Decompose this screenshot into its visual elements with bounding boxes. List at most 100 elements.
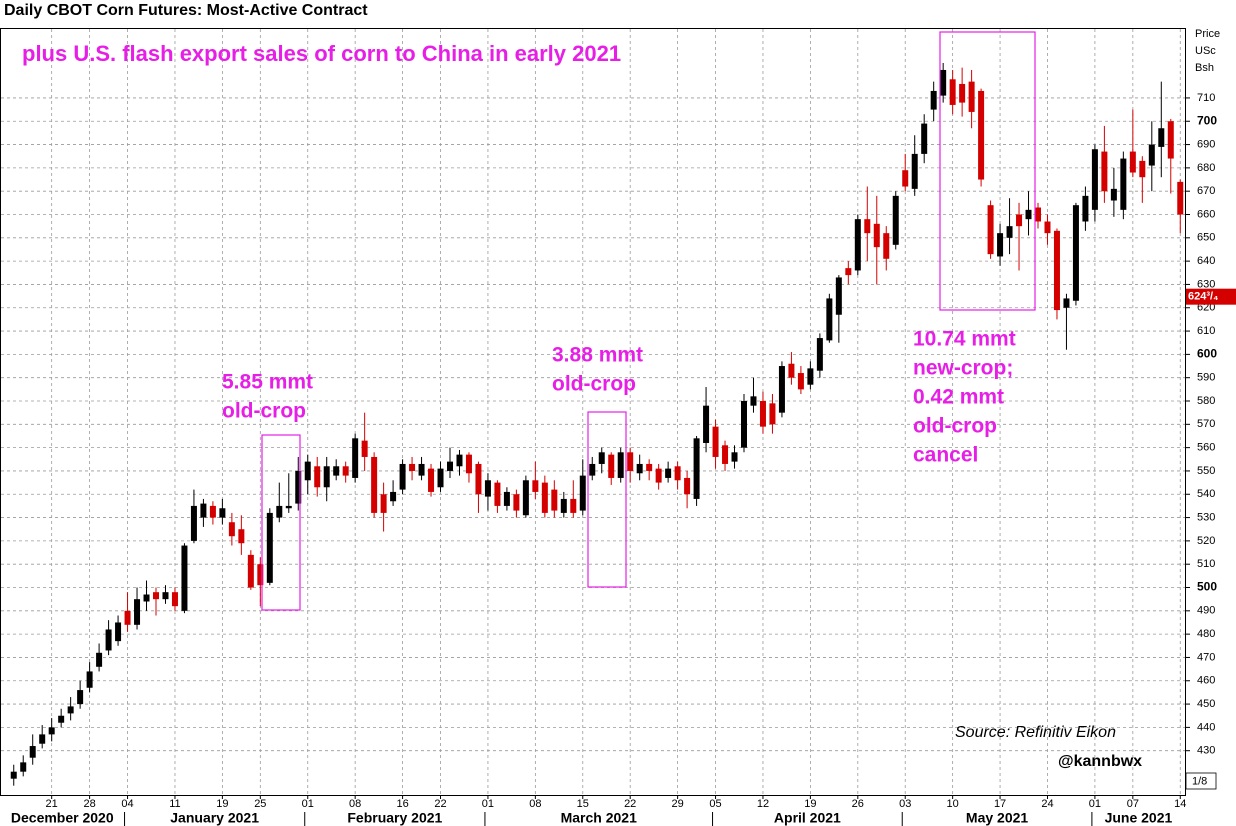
x-tick-label: 12 [757, 798, 769, 810]
candle-body [115, 622, 122, 642]
candle-body [997, 233, 1004, 257]
candle-body [968, 81, 975, 112]
annotation: 5.85 mmt [222, 371, 313, 394]
x-tick-label: 25 [254, 798, 266, 810]
x-tick-label: 11 [169, 798, 180, 810]
y-tick-label: 660 [1197, 208, 1215, 220]
y-axis-label: Bsh [1195, 62, 1214, 74]
candle-body [1035, 207, 1041, 222]
y-tick-label: 670 [1197, 185, 1215, 197]
annotation: 0.42 mmt [913, 386, 1004, 409]
candle-body [1072, 205, 1079, 301]
y-tick-label: 700 [1197, 113, 1217, 127]
candle-body [1177, 181, 1184, 215]
month-label: December 2020 [11, 810, 114, 826]
candle-body [1120, 158, 1127, 210]
candle-body [484, 480, 491, 497]
candle-body [854, 219, 861, 271]
candle-body [209, 505, 216, 518]
candle-body [171, 592, 178, 607]
candle-body [722, 445, 729, 464]
candle-body [342, 466, 349, 476]
candle-body [665, 468, 672, 478]
x-tick-label: 21 [46, 798, 58, 810]
x-tick-label: 03 [899, 798, 911, 810]
x-tick-label: 04 [121, 798, 133, 810]
candle-body [902, 170, 909, 187]
candle-body [522, 480, 529, 516]
y-tick-label: 710 [1197, 92, 1215, 104]
candle-body [285, 505, 292, 509]
y-tick-label: 480 [1197, 628, 1215, 640]
candle-body [48, 727, 55, 735]
candle-body [1016, 214, 1023, 227]
candle-body [731, 452, 738, 462]
candle-body [513, 494, 520, 511]
y-tick-label: 500 [1197, 580, 1217, 594]
candle-body [911, 153, 918, 189]
candle-body [627, 452, 634, 471]
candle-body [959, 83, 966, 103]
y-tick-label: 640 [1197, 255, 1215, 267]
x-tick-label: 22 [624, 798, 636, 810]
annotation: cancel [913, 444, 978, 467]
month-label: May 2021 [966, 810, 1028, 826]
candle-body [769, 403, 776, 425]
candle-body [978, 90, 985, 180]
candle-body [447, 461, 453, 471]
candle-body [759, 401, 766, 427]
candle-body [646, 463, 653, 471]
y-axis-label: USc [1195, 45, 1216, 57]
candle-body [1006, 226, 1013, 238]
x-tick-label: 07 [1127, 798, 1139, 810]
candle-body [29, 746, 36, 758]
y-tick-label: 470 [1197, 651, 1215, 663]
candle-body [797, 373, 804, 390]
headline: plus U.S. flash export sales of corn to … [22, 41, 621, 66]
candle-body [1091, 149, 1098, 210]
candle-body [390, 491, 397, 502]
candle-body [465, 454, 472, 474]
candle-body [418, 463, 425, 476]
y-tick-label: 560 [1197, 442, 1215, 454]
candle-body [333, 466, 340, 476]
y-tick-label: 610 [1197, 325, 1215, 337]
candle-body [693, 438, 700, 499]
candle-body [921, 123, 928, 154]
candle-body [228, 522, 235, 537]
y-tick-label: 570 [1197, 418, 1215, 430]
candle-body [741, 401, 747, 448]
y-tick-label: 530 [1197, 511, 1215, 523]
candle-body [598, 452, 605, 464]
candle-body [134, 599, 141, 625]
candle-body [380, 494, 387, 513]
candle-body [323, 466, 330, 488]
x-tick-label: 24 [1041, 798, 1053, 810]
candle-body [845, 268, 852, 276]
candle-body [892, 195, 899, 245]
x-tick-label: 01 [1089, 798, 1101, 810]
y-tick-label: 460 [1197, 675, 1215, 687]
candle-body [930, 90, 937, 110]
candle-body [560, 498, 567, 513]
plot-frame [0, 28, 1186, 796]
x-tick-label: 01 [302, 798, 314, 810]
annotation: 3.88 mmt [552, 344, 643, 367]
candle-body [475, 463, 482, 495]
candle-body [143, 594, 150, 602]
candle-body [247, 554, 254, 588]
last-price-box [1186, 288, 1236, 305]
y-tick-label: 630 [1197, 278, 1215, 290]
candle-body [684, 477, 691, 495]
month-label: January 2021 [170, 810, 259, 826]
candle-body [437, 468, 444, 488]
candle-body [266, 512, 273, 583]
candle-body [636, 463, 643, 474]
candle-body [39, 734, 46, 744]
candle-body [190, 505, 197, 541]
y-tick-label: 540 [1197, 488, 1215, 500]
x-tick-label: 19 [216, 798, 228, 810]
candle-body [295, 470, 302, 504]
